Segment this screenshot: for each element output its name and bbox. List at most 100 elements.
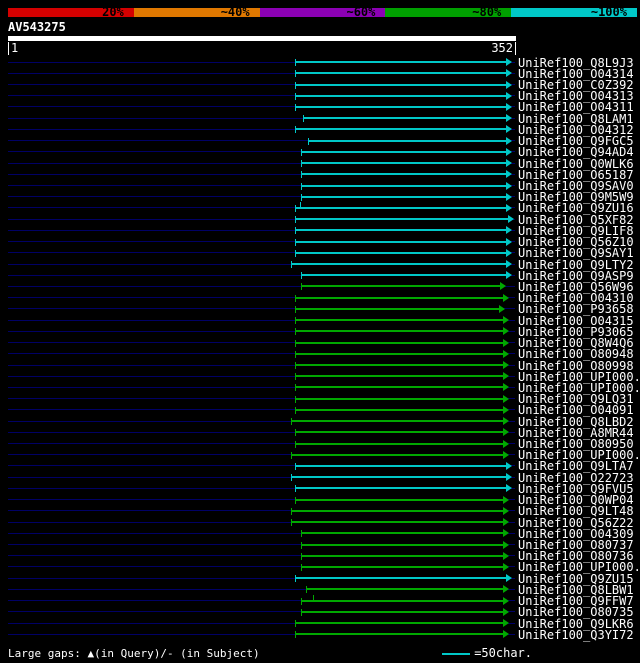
hit-label[interactable]: UniRef100_Q9ASP9	[518, 268, 634, 283]
hit-label[interactable]: UniRef100_Q56Z10	[518, 235, 634, 250]
hit-bar[interactable]	[301, 540, 510, 550]
hit-bar[interactable]	[295, 383, 510, 392]
hit-bar[interactable]	[295, 237, 513, 247]
hit-label[interactable]: UniRef100_C0Z392	[518, 78, 634, 93]
hit-bar[interactable]	[301, 562, 510, 572]
hit-bar[interactable]	[295, 428, 510, 437]
hit-label[interactable]: UniRef100_Q94AD4	[518, 145, 634, 160]
hit-label[interactable]: UniRef100_Q9LTA7	[518, 459, 634, 474]
hit-bar[interactable]	[295, 293, 510, 303]
hit-bar[interactable]	[302, 114, 513, 123]
hit-label[interactable]: UniRef100_Q56W96	[518, 279, 634, 294]
hit-bar[interactable]	[291, 473, 513, 482]
hit-label[interactable]: UniRef100_Q0WLK6	[518, 156, 634, 171]
hit-label[interactable]: UniRef100_Q9SAY1	[518, 246, 634, 261]
hit-label[interactable]: UniRef100_Q9FVU5	[518, 481, 634, 496]
hit-label[interactable]: UniRef100_Q9SAV0	[518, 179, 634, 194]
hit-label[interactable]: UniRef100_O80950	[518, 437, 634, 452]
hit-label[interactable]: UniRef100_O04309	[518, 526, 634, 541]
hit-bar[interactable]	[301, 170, 513, 179]
hit-label[interactable]: UniRef100_O04314	[518, 66, 634, 81]
hit-label[interactable]: UniRef100_Q8LBW1	[518, 582, 634, 597]
hit-label[interactable]: UniRef100_UPI000...	[518, 369, 640, 384]
hit-label[interactable]: UniRef100_Q9LTY2	[518, 257, 634, 272]
hit-bar[interactable]	[301, 282, 507, 291]
hit-bar[interactable]	[295, 69, 513, 78]
hit-bar[interactable]	[295, 361, 510, 370]
hit-bar[interactable]	[301, 271, 513, 280]
hit-bar[interactable]	[295, 91, 513, 101]
hit-bar[interactable]	[295, 349, 510, 359]
hit-bar[interactable]	[301, 192, 513, 202]
hit-label[interactable]: UniRef100_Q8LAM1	[518, 111, 634, 126]
hit-bar[interactable]	[295, 439, 510, 449]
hit-label[interactable]: UniRef100_Q8W4Q6	[518, 336, 634, 351]
hit-label[interactable]: UniRef100_Q9ZU16	[518, 201, 634, 216]
hit-bar[interactable]	[305, 585, 510, 594]
hit-bar[interactable]	[308, 136, 513, 146]
hit-label[interactable]: UniRef100_O65187	[518, 167, 634, 182]
hit-label[interactable]: UniRef100_UPI000...	[518, 380, 640, 395]
hit-label[interactable]: UniRef100_A8MR44	[518, 425, 634, 440]
hit-bar[interactable]	[291, 417, 510, 426]
hit-label[interactable]: UniRef100_O04311	[518, 100, 634, 115]
hit-bar[interactable]	[301, 551, 510, 561]
hit-label[interactable]: UniRef100_Q9LIF8	[518, 223, 634, 238]
hit-bar[interactable]	[295, 338, 510, 348]
hit-label[interactable]: UniRef100_Q9ZU15	[518, 571, 634, 586]
hit-bar[interactable]	[295, 201, 513, 213]
hit-label[interactable]: UniRef100_Q0WP04	[518, 493, 634, 508]
hit-label[interactable]: UniRef100_Q8LBD2	[518, 414, 634, 429]
hit-label[interactable]: UniRef100_Q3YI72	[518, 627, 634, 642]
hit-label[interactable]: UniRef100_Q5XF82	[518, 212, 634, 227]
hit-label[interactable]: UniRef100_Q9LQ31	[518, 392, 634, 407]
hit-label[interactable]: UniRef100_O04315	[518, 313, 634, 328]
hit-bar[interactable]	[295, 484, 513, 493]
hit-bar[interactable]	[301, 594, 510, 606]
hit-bar[interactable]	[295, 619, 510, 628]
hit-bar[interactable]	[301, 607, 510, 617]
hit-bar[interactable]	[301, 181, 513, 191]
hit-bar[interactable]	[295, 405, 510, 415]
hit-label[interactable]: UniRef100_Q9LT48	[518, 504, 634, 519]
hit-bar[interactable]	[295, 394, 510, 404]
hit-bar[interactable]	[301, 529, 510, 538]
hit-label[interactable]: UniRef100_Q9FFW7	[518, 594, 634, 609]
hit-label[interactable]: UniRef100_Q9FGC5	[518, 134, 634, 149]
hit-label[interactable]: UniRef100_O04312	[518, 122, 634, 137]
hit-bar[interactable]	[301, 159, 513, 168]
hit-bar[interactable]	[291, 450, 510, 460]
hit-bar[interactable]	[295, 372, 510, 381]
hit-bar[interactable]	[295, 461, 513, 471]
hit-bar[interactable]	[295, 226, 513, 235]
hit-label[interactable]: UniRef100_O04310	[518, 291, 634, 306]
hit-label[interactable]: UniRef100_UPI000...	[518, 448, 640, 463]
hit-bar[interactable]	[295, 327, 510, 336]
hit-label[interactable]: UniRef100_O80998	[518, 358, 634, 373]
hit-bar[interactable]	[295, 574, 513, 583]
hit-bar[interactable]	[291, 260, 513, 269]
hit-bar[interactable]	[295, 248, 513, 258]
hit-bar[interactable]	[291, 518, 510, 527]
hit-label[interactable]: UniRef100_O04313	[518, 89, 634, 104]
hit-label[interactable]: UniRef100_P93065	[518, 324, 634, 339]
hit-label[interactable]: UniRef100_O22723	[518, 470, 634, 485]
hit-label[interactable]: UniRef100_O80735	[518, 605, 634, 620]
hit-label[interactable]: UniRef100_P93658	[518, 302, 634, 317]
hit-bar[interactable]	[295, 80, 513, 90]
hit-bar[interactable]	[291, 506, 510, 516]
hit-label[interactable]: UniRef100_Q8L9J3	[518, 55, 634, 70]
hit-label[interactable]: UniRef100_O04091	[518, 403, 634, 418]
hit-label[interactable]: UniRef100_Q9LKR6	[518, 616, 634, 631]
hit-bar[interactable]	[295, 102, 513, 112]
hit-bar[interactable]	[295, 215, 514, 224]
hit-bar[interactable]	[295, 58, 513, 67]
hit-label[interactable]: UniRef100_Q9M5W9	[518, 190, 634, 205]
hit-bar[interactable]	[295, 495, 510, 505]
hit-bar[interactable]	[295, 316, 510, 325]
hit-bar[interactable]	[295, 304, 505, 314]
hit-label[interactable]: UniRef100_O80736	[518, 549, 634, 564]
hit-label[interactable]: UniRef100_Q56Z22	[518, 515, 634, 530]
hit-bar[interactable]	[295, 630, 510, 639]
hit-label[interactable]: UniRef100_O80948	[518, 347, 634, 362]
